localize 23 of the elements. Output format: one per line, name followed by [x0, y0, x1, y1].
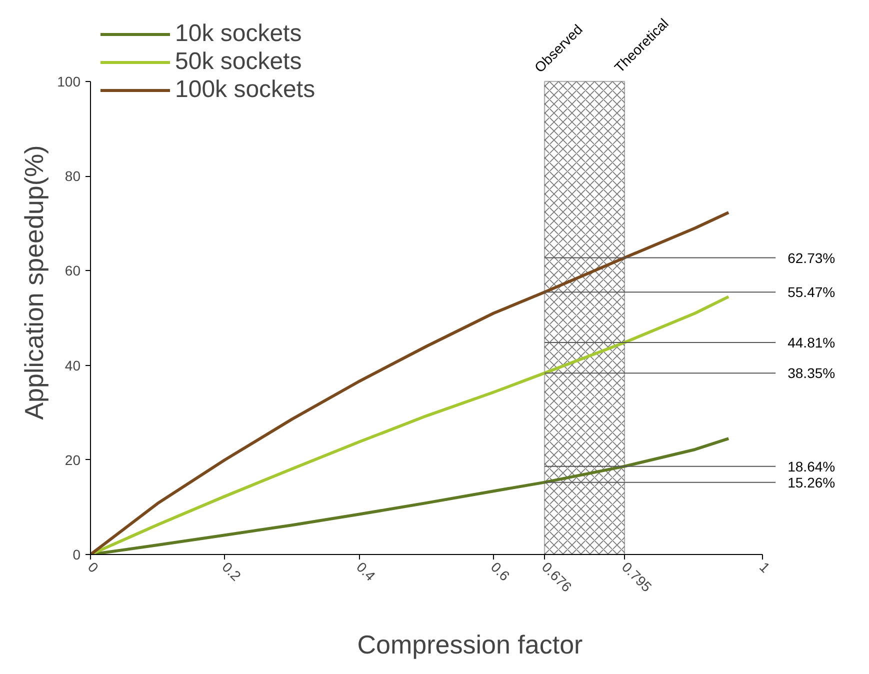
y-tick-label: 0	[72, 546, 81, 562]
y-tick-label: 80	[64, 168, 81, 184]
ref-line-label: 15.26%	[788, 474, 836, 490]
y-axis-title: Application speedup(%)	[19, 145, 50, 420]
legend-label: 10k sockets	[175, 20, 302, 48]
x-tick-label: 1	[756, 558, 774, 576]
ref-line-label: 44.81%	[788, 334, 836, 351]
y-tick-label: 40	[64, 357, 81, 374]
x-tick-label: 0.2	[219, 558, 244, 584]
x-tick-label: 0	[84, 558, 102, 576]
y-tick-label: 20	[64, 452, 81, 468]
ref-line-label: 38.35%	[788, 365, 836, 382]
x-tick-label: 0.6	[488, 558, 514, 584]
legend-label: 50k sockets	[175, 48, 302, 76]
ref-line-label: 62.73%	[788, 250, 836, 266]
line-series	[90, 210, 730, 554]
x-axis-title: Compression factor	[357, 629, 584, 660]
legend-label: 100k sockets	[175, 76, 316, 104]
y-tick-label: 100	[57, 73, 81, 90]
y-tick-label: 60	[64, 262, 81, 279]
ref-line-label: 18.64%	[788, 458, 836, 474]
ref-line-label: 55.47%	[788, 284, 836, 300]
x-tick-label: 0.4	[354, 558, 379, 584]
